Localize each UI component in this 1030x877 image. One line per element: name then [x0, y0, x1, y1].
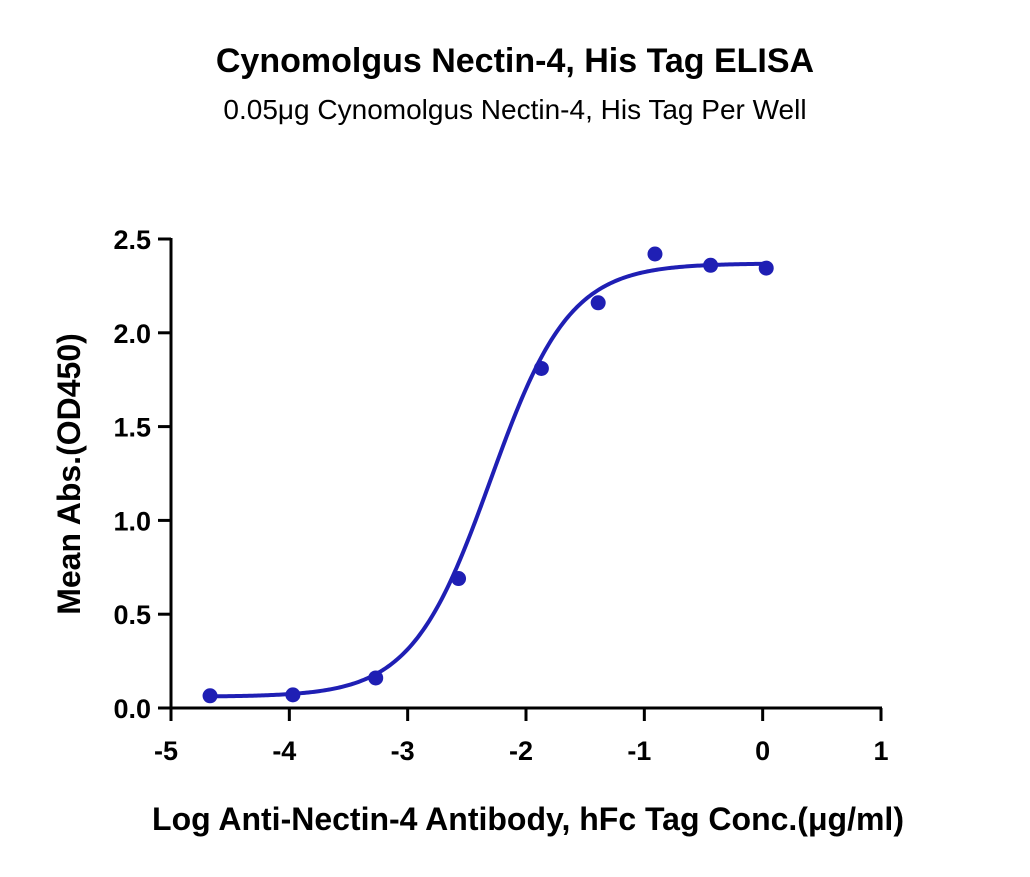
data-point	[285, 687, 301, 703]
chart-title: Cynomolgus Nectin-4, His Tag ELISA	[215, 42, 815, 80]
x-tick-label: 0	[755, 736, 770, 766]
data-points	[202, 246, 774, 704]
x-tick-label: -5	[154, 736, 178, 766]
x-axis-label: Log Anti-Nectin-4 Antibody, hFc Tag Conc…	[152, 801, 904, 837]
fit-curve-group	[210, 261, 767, 699]
x-tick-label: -1	[627, 736, 651, 766]
y-tick-label: 1.0	[113, 506, 151, 536]
data-point	[590, 295, 606, 311]
data-point	[451, 571, 467, 587]
data-point	[533, 360, 549, 376]
data-point	[647, 246, 663, 262]
axes: 0.0 0.5 1.0 1.5 2.0 2.5 -5 -4 -3 -2 -1 0 1	[113, 225, 888, 766]
data-point	[202, 688, 218, 704]
data-point	[368, 670, 384, 686]
x-tick-label: -2	[509, 736, 533, 766]
y-tick-label: 0.5	[113, 600, 151, 630]
x-tick-label: -3	[391, 736, 415, 766]
y-tick-label: 1.5	[113, 413, 151, 443]
y-axis-label: Mean Abs.(OD450)	[51, 333, 87, 615]
chart-subtitle: 0.05μg Cynomolgus Nectin-4, His Tag Per …	[223, 94, 807, 125]
data-point	[758, 260, 774, 276]
fit-curve	[210, 261, 767, 699]
y-tick-label: 2.5	[113, 225, 151, 255]
y-tick-label: 2.0	[113, 319, 151, 349]
y-tick-label: 0.0	[113, 694, 151, 724]
x-tick-label: 1	[873, 736, 888, 766]
x-tick-label: -4	[272, 736, 296, 766]
data-point	[703, 257, 719, 273]
